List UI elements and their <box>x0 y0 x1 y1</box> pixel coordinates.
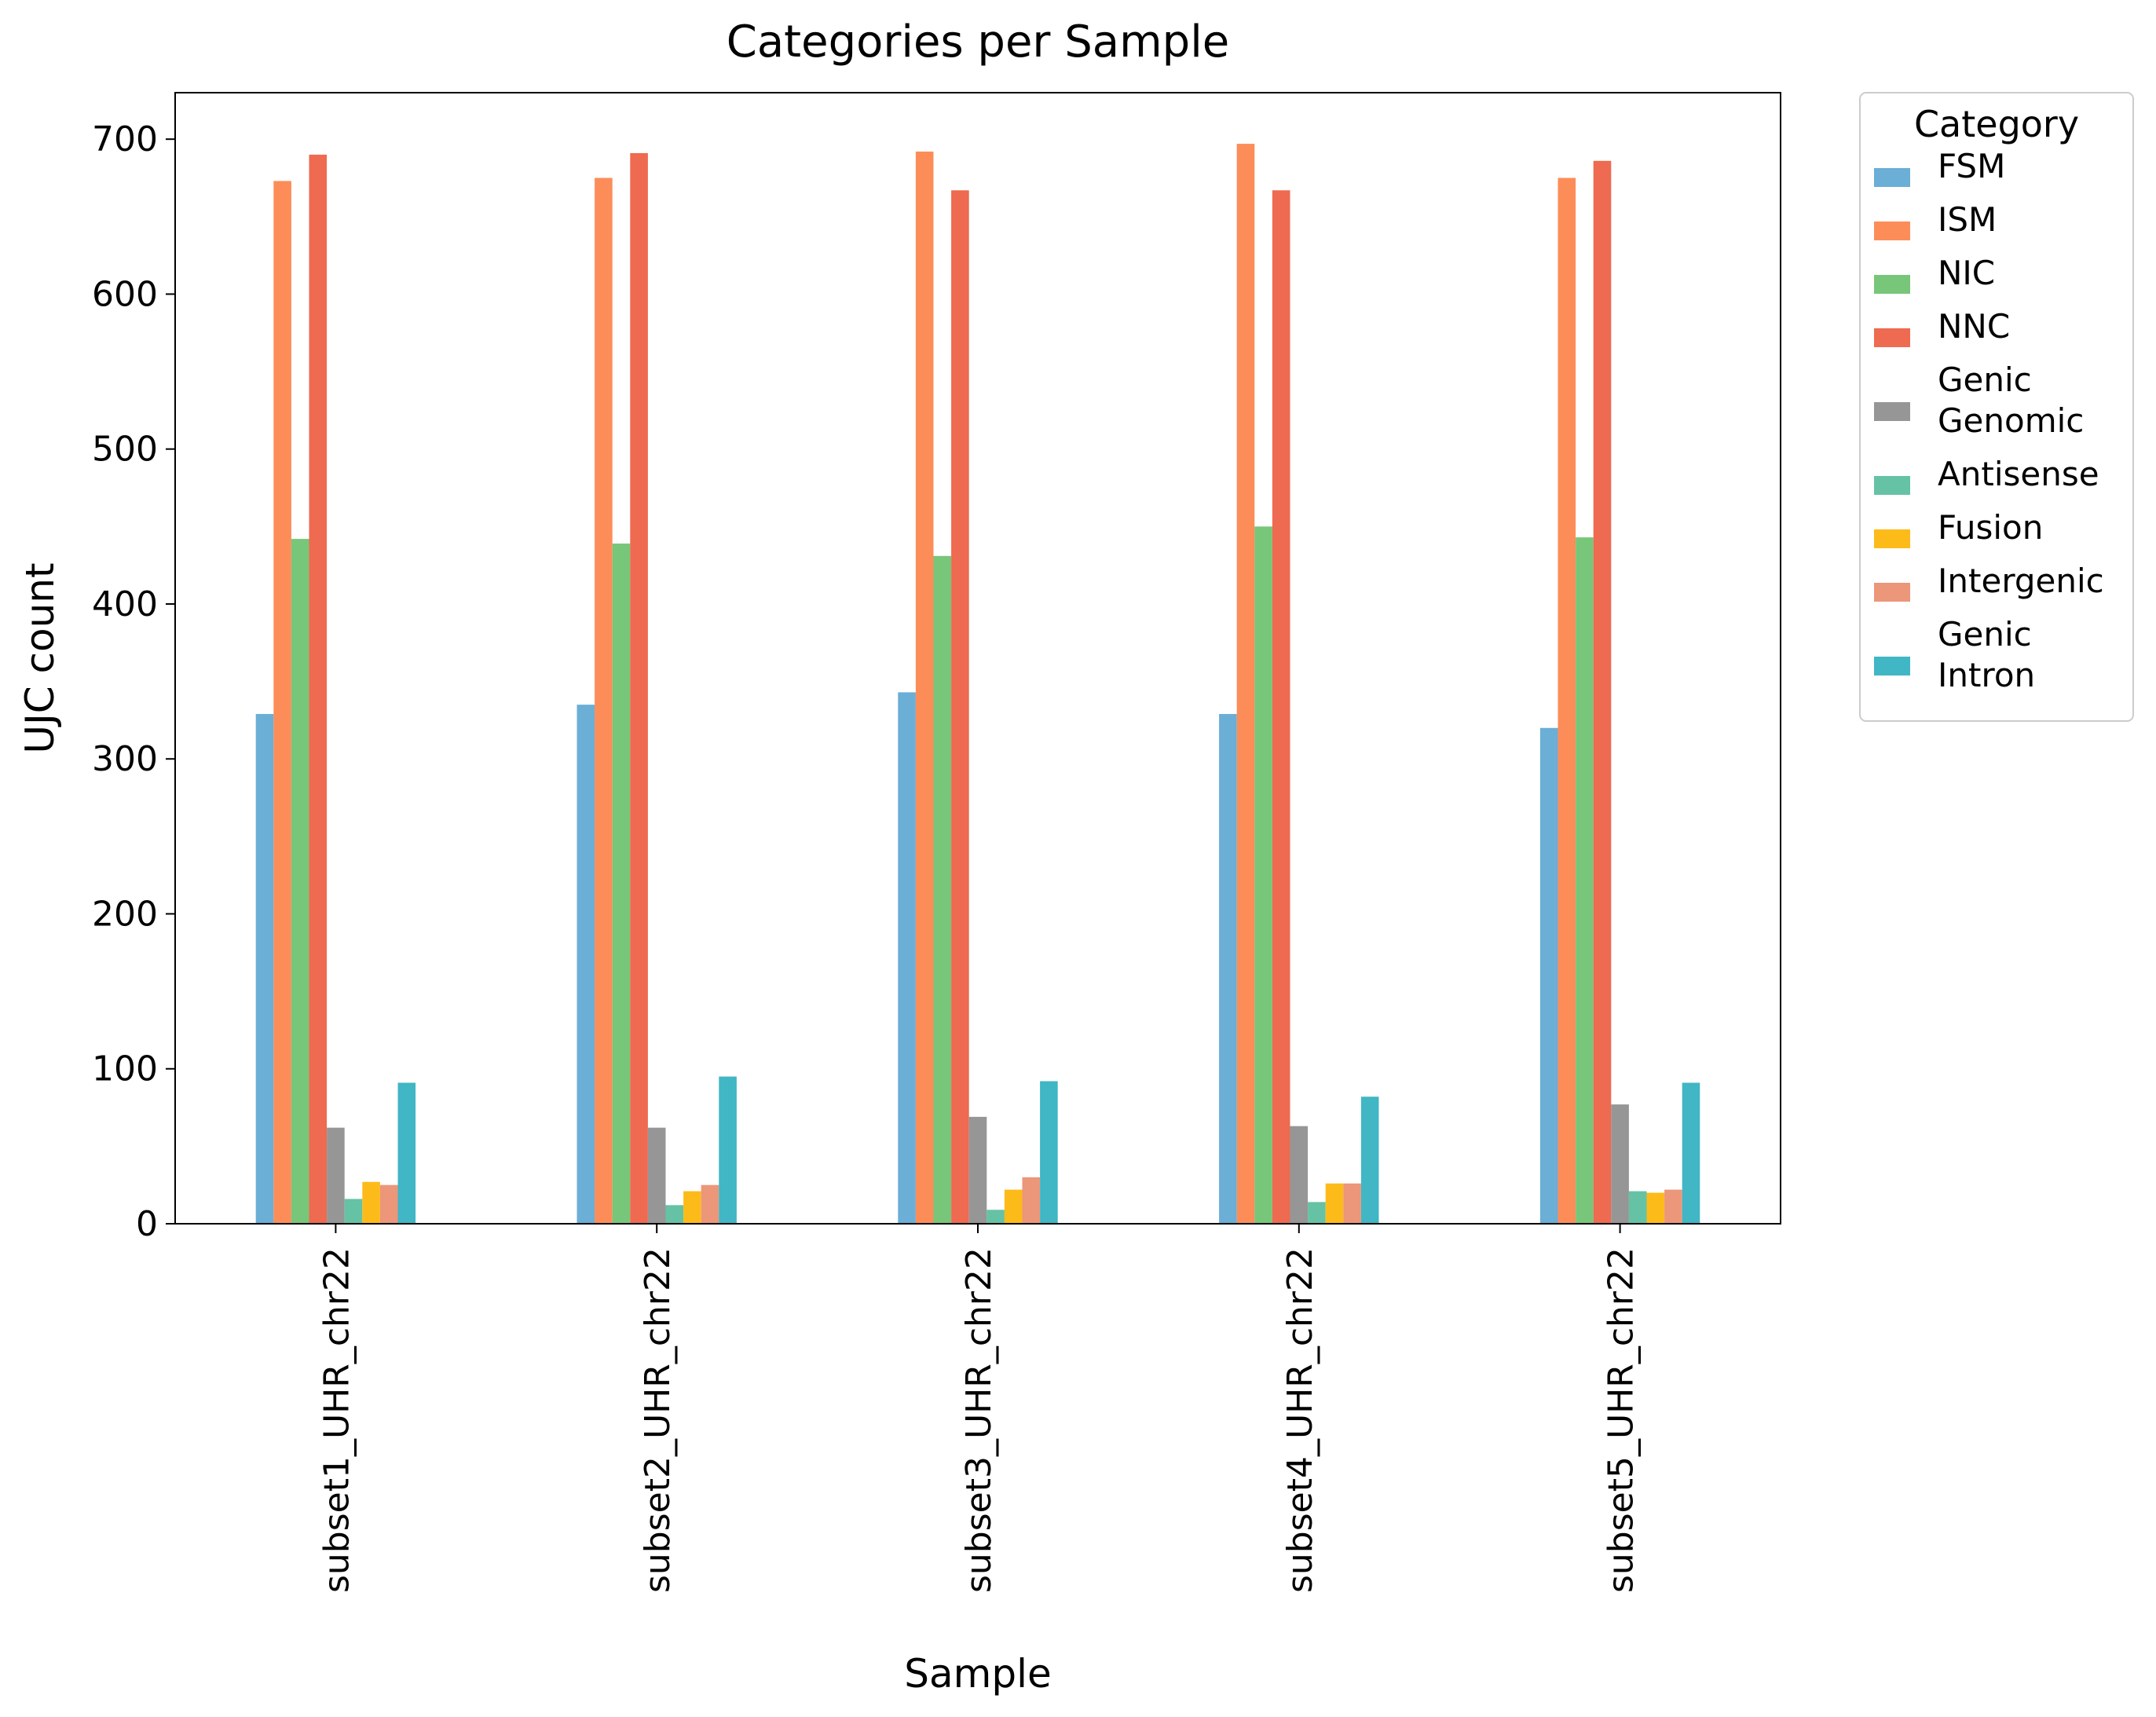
y-tick-label: 400 <box>92 584 158 624</box>
x-tick-label: subset1_UHR_chr22 <box>317 1247 357 1593</box>
bar-ism-5 <box>1558 178 1576 1225</box>
bar-genic-genomic-5 <box>1611 1104 1629 1224</box>
x-tick-label: subset2_UHR_chr22 <box>638 1247 678 1593</box>
y-axis: 0 100 200 300 400 500 600 700 <box>92 119 175 1244</box>
bar-intergenic-1 <box>379 1184 398 1224</box>
bar-genic-intron-2 <box>719 1076 737 1224</box>
bar-genic-intron-4 <box>1360 1096 1379 1224</box>
y-tick-label: 0 <box>136 1204 158 1244</box>
chart-title: Categories per Sample <box>727 16 1229 68</box>
bar-fsm-2 <box>577 705 595 1224</box>
bar-intergenic-4 <box>1343 1183 1361 1224</box>
bar-fusion-2 <box>683 1191 701 1224</box>
legend-swatch <box>1874 221 1910 240</box>
x-tick-label: subset5_UHR_chr22 <box>1601 1247 1642 1593</box>
legend-label: Fusion <box>1938 508 2043 547</box>
bar-genic-intron-1 <box>397 1082 416 1224</box>
bar-antisense-4 <box>1308 1202 1326 1224</box>
bar-antisense-3 <box>986 1210 1005 1224</box>
legend-swatch <box>1874 529 1910 548</box>
bar-ism-1 <box>273 181 291 1225</box>
bar-fusion-3 <box>1004 1189 1023 1224</box>
legend: Category FSM ISM NIC NNC Genic Genomic Antisen… <box>1859 92 2134 722</box>
bar-fusion-1 <box>362 1181 380 1224</box>
legend-label: ISM <box>1938 200 1997 239</box>
y-tick-label: 700 <box>92 119 158 159</box>
y-tick-label: 600 <box>92 274 158 314</box>
plot-frame <box>174 92 1781 1225</box>
bar-genic-intron-3 <box>1040 1081 1058 1224</box>
y-tick-label: 100 <box>92 1049 158 1089</box>
legend-swatch <box>1874 402 1910 421</box>
bar-intergenic-5 <box>1664 1189 1682 1224</box>
legend-swatch <box>1874 275 1910 294</box>
bar-fsm-1 <box>255 714 274 1224</box>
bar-nic-4 <box>1254 526 1272 1224</box>
x-tick-label: subset4_UHR_chr22 <box>1280 1247 1320 1593</box>
bar-nnc-1 <box>309 154 328 1224</box>
legend-label: Antisense <box>1938 455 2099 493</box>
legend-swatch <box>1874 583 1910 602</box>
legend-label: NNC <box>1938 307 2010 346</box>
bar-genic-genomic-4 <box>1290 1126 1309 1224</box>
bar-genic-genomic-2 <box>647 1127 666 1224</box>
bar-fsm-3 <box>898 692 916 1224</box>
legend-items: FSM ISM NIC NNC Genic Genomic Antisense Fusion I… <box>1874 147 2104 694</box>
legend-frame <box>1859 92 2134 722</box>
bar-antisense-5 <box>1628 1191 1647 1224</box>
bar-fusion-4 <box>1325 1183 1344 1224</box>
legend-label: Genic Intron <box>1938 615 2035 694</box>
legend-swatch <box>1874 168 1910 187</box>
bar-intergenic-2 <box>701 1184 719 1224</box>
y-tick-label: 300 <box>92 739 158 779</box>
bar-ism-2 <box>595 178 613 1225</box>
bar-ism-4 <box>1236 144 1255 1225</box>
bar-antisense-1 <box>344 1199 363 1224</box>
legend-label: Genic Genomic <box>1938 361 2084 440</box>
legend-label: FSM <box>1938 147 2005 185</box>
bar-fsm-5 <box>1539 727 1558 1224</box>
bar-nnc-4 <box>1272 190 1290 1224</box>
legend-swatch <box>1874 328 1910 347</box>
bar-genic-intron-5 <box>1682 1082 1700 1224</box>
bar-nic-3 <box>933 555 952 1224</box>
bar-nnc-2 <box>630 152 648 1225</box>
legend-swatch <box>1874 476 1910 495</box>
bar-nic-5 <box>1576 537 1594 1224</box>
y-axis-label: UJC count <box>17 562 63 753</box>
bar-nic-2 <box>612 544 631 1224</box>
bar-fsm-4 <box>1219 714 1237 1224</box>
legend-label: Intergenic <box>1938 562 2104 600</box>
bar-nnc-3 <box>951 190 969 1224</box>
x-axis: subset1_UHR_chr22 subset2_UHR_chr22 subset… <box>317 1224 1642 1593</box>
bar-genic-genomic-3 <box>968 1116 987 1224</box>
x-axis-label: Sample <box>904 1651 1051 1697</box>
bar-antisense-2 <box>665 1205 684 1224</box>
bar-genic-genomic-1 <box>327 1127 345 1224</box>
legend-label: NIC <box>1938 254 1995 292</box>
y-tick-label: 200 <box>92 894 158 934</box>
y-tick-label: 500 <box>92 430 158 470</box>
legend-swatch <box>1874 657 1910 675</box>
bar-nic-1 <box>291 539 309 1224</box>
bar-ism-3 <box>915 151 934 1225</box>
bar-intergenic-3 <box>1022 1177 1041 1224</box>
legend-title: Category <box>1914 103 2079 145</box>
bar-fusion-5 <box>1646 1192 1665 1224</box>
bar-nnc-5 <box>1593 160 1612 1224</box>
bars-group <box>255 144 1700 1225</box>
x-tick-label: subset3_UHR_chr22 <box>959 1247 999 1593</box>
